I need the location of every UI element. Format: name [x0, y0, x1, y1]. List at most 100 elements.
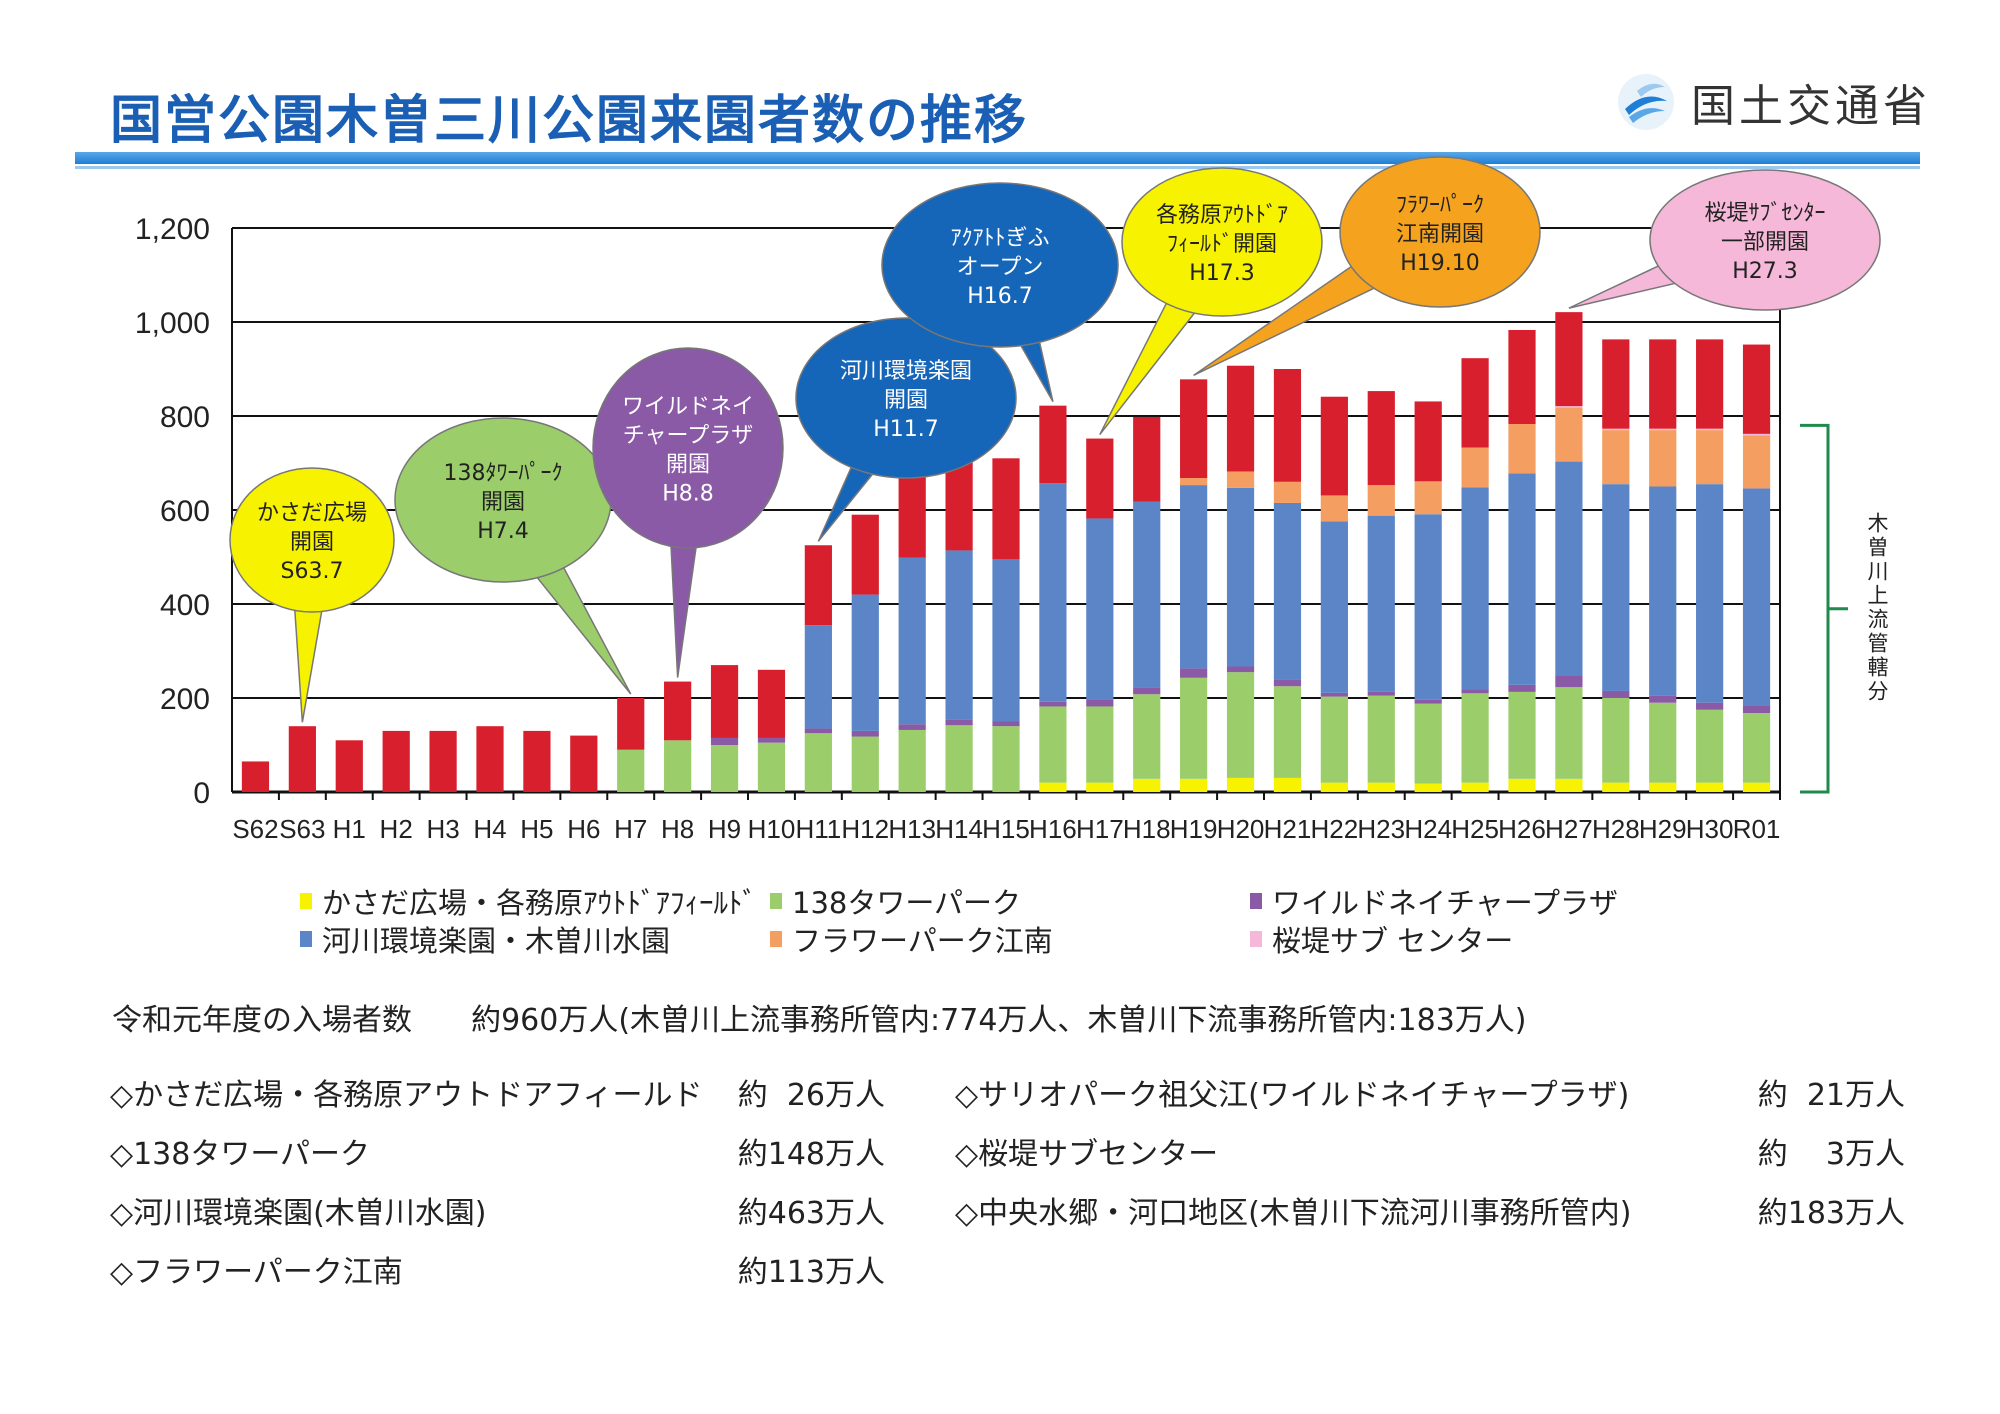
- bar-segment-H6: [570, 735, 598, 792]
- bar-segment-S63: [288, 726, 316, 792]
- bar-segment-H28: [1602, 339, 1630, 429]
- bar-segment-H12: [851, 514, 879, 595]
- bar-segment-H24: [1414, 699, 1442, 704]
- bar-segment-H18: [1133, 778, 1161, 792]
- bar-segment-R01: [1742, 713, 1771, 783]
- legend-label: 桜堤サブ センター: [1272, 924, 1514, 958]
- bar-segment-H22: [1320, 692, 1348, 697]
- callout-text: ワイルドネイ: [622, 395, 754, 420]
- bar-segment-H19: [1180, 677, 1208, 779]
- legend-label: 138タワーパーク: [792, 886, 1022, 920]
- bar-segment-H30: [1696, 702, 1724, 710]
- bar-segment-H16: [1039, 782, 1067, 792]
- bar-segment-H25: [1461, 487, 1489, 690]
- logo-text: 国土交通省: [1691, 81, 1931, 132]
- summary-label: 令和元年度の入場者数: [112, 1003, 412, 1038]
- detail-value: 約148万人: [737, 1137, 885, 1172]
- bar-segment-H14: [945, 550, 973, 720]
- bar-segment-H25: [1461, 689, 1489, 694]
- bar-segment-H11: [804, 625, 832, 729]
- bar-segment-H20: [1226, 672, 1255, 778]
- bar-segment-H18: [1133, 501, 1161, 688]
- x-tick-label: H19: [1170, 814, 1218, 844]
- bar-segment-H21: [1273, 502, 1302, 680]
- x-tick-label: H30: [1686, 814, 1734, 844]
- bar-segment-H15: [992, 458, 1020, 560]
- x-tick-label: H8: [661, 814, 694, 844]
- callout-text: 開園: [290, 530, 334, 555]
- x-tick-label: S62: [232, 814, 278, 844]
- legend-swatch: [770, 893, 782, 909]
- bar-segment-H22: [1320, 782, 1348, 792]
- x-tick-label: S63: [279, 814, 325, 844]
- bar-segment-H20: [1226, 666, 1255, 673]
- callout-text: ｱｸｱﾄﾄぎふ: [950, 226, 1049, 251]
- bar-segment-H29: [1649, 486, 1677, 696]
- bar-segment-H24: [1414, 514, 1442, 700]
- x-tick-label: H1: [333, 814, 366, 844]
- bar-segment-H19: [1180, 778, 1208, 792]
- bar-segment-H17: [1086, 699, 1114, 707]
- bracket-label-char: 流: [1868, 608, 1889, 632]
- bar-segment-H28: [1602, 698, 1630, 783]
- bar-segment-H19: [1180, 668, 1208, 678]
- bar-segment-H24: [1414, 401, 1442, 482]
- bar-segment-H28: [1602, 782, 1630, 792]
- callout-joint: [1185, 232, 1238, 301]
- y-tick-label: 1,000: [135, 307, 210, 340]
- x-tick-label: H25: [1451, 814, 1499, 844]
- bar-segment-S62: [241, 761, 270, 792]
- bar-segment-H8: [664, 681, 692, 741]
- bar-segment-H27: [1555, 461, 1583, 676]
- bar-segment-H27: [1555, 778, 1583, 792]
- legend-item: フラワーパーク江南: [770, 918, 1053, 960]
- bar-segment-H27: [1555, 407, 1583, 462]
- bar-segment-H11: [804, 728, 832, 734]
- bar-segment-H30: [1696, 782, 1724, 792]
- bar-segment-H13: [898, 557, 926, 725]
- bracket-label-char: 木: [1868, 512, 1889, 536]
- bar-segment-H28: [1602, 428, 1630, 431]
- callout-joint: [879, 388, 923, 443]
- legend-label: 河川環境楽園・木曽川水園: [322, 924, 671, 958]
- bar-segment-H29: [1649, 339, 1677, 429]
- bar-segment-H14: [945, 719, 973, 726]
- x-tick-label: H5: [520, 814, 553, 844]
- detail-value: 約 3万人: [1757, 1137, 1905, 1172]
- bar-segment-H15: [992, 559, 1020, 722]
- callout-text: H7.4: [477, 519, 529, 544]
- callout-text: H17.3: [1189, 261, 1255, 286]
- callout-joint: [669, 447, 707, 519]
- detail-name: ◇河川環境楽園(木曽川水園): [110, 1196, 487, 1231]
- detail-value: 約463万人: [737, 1196, 885, 1231]
- bar-segment-H30: [1696, 484, 1724, 703]
- bar-segment-H30: [1696, 428, 1724, 431]
- x-tick-label: H20: [1217, 814, 1265, 844]
- bracket-label-char: 川: [1868, 560, 1889, 584]
- bar-segment-H16: [1039, 405, 1067, 484]
- bar-segment-H21: [1273, 679, 1302, 687]
- bar-segment-H23: [1367, 515, 1395, 692]
- x-tick-label: H21: [1264, 814, 1312, 844]
- callout-text: 開園: [666, 453, 710, 478]
- x-tick-label: H28: [1592, 814, 1640, 844]
- bar-segment-H27: [1555, 687, 1583, 779]
- bar-segment-H13: [898, 724, 926, 730]
- bar-segment-H18: [1133, 416, 1161, 502]
- legend-label: かさだ広場・各務原ｱｳﾄﾄﾞｱﾌｨｰﾙﾄﾞ: [322, 886, 758, 920]
- bar-segment-H23: [1367, 391, 1395, 486]
- bar-segment-H22: [1320, 495, 1348, 522]
- callout-text: 河川環境楽園: [840, 359, 972, 384]
- bar-segment-H24: [1414, 481, 1442, 515]
- bar-segment-H9: [710, 745, 739, 792]
- bracket-label-char: 轄: [1868, 656, 1889, 680]
- bar-segment-H14: [945, 725, 973, 792]
- ministry-logo: 国土交通省: [1615, 70, 1931, 134]
- x-tick-label: H13: [888, 814, 936, 844]
- bar-segment-H13: [898, 729, 926, 792]
- bar-segment-H19: [1180, 485, 1208, 669]
- callout-text: H27.3: [1732, 259, 1798, 284]
- callout-text: 一部開園: [1721, 230, 1809, 255]
- bar-segment-H21: [1273, 777, 1302, 792]
